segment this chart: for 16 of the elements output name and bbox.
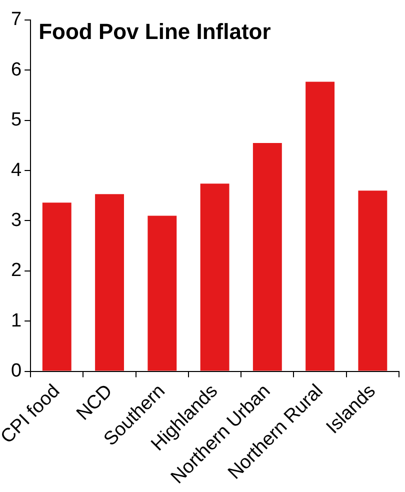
bar [358, 190, 388, 371]
y-tick-label: 0 [10, 360, 22, 382]
y-tick-label: 7 [10, 9, 22, 30]
bar [148, 216, 177, 371]
bar [95, 194, 124, 371]
y-tick-label: 1 [10, 310, 22, 332]
bar [252, 142, 282, 371]
y-tick-label: 3 [10, 210, 22, 231]
bar [42, 202, 72, 371]
y-tick-label: 4 [10, 160, 22, 181]
chart-title: Food Pov Line Inflator [38, 19, 272, 44]
y-tick-label: 5 [10, 110, 22, 131]
bar [200, 184, 230, 371]
y-tick-label: 6 [10, 59, 22, 80]
y-tick-label: 2 [10, 260, 22, 282]
bar [306, 82, 335, 371]
